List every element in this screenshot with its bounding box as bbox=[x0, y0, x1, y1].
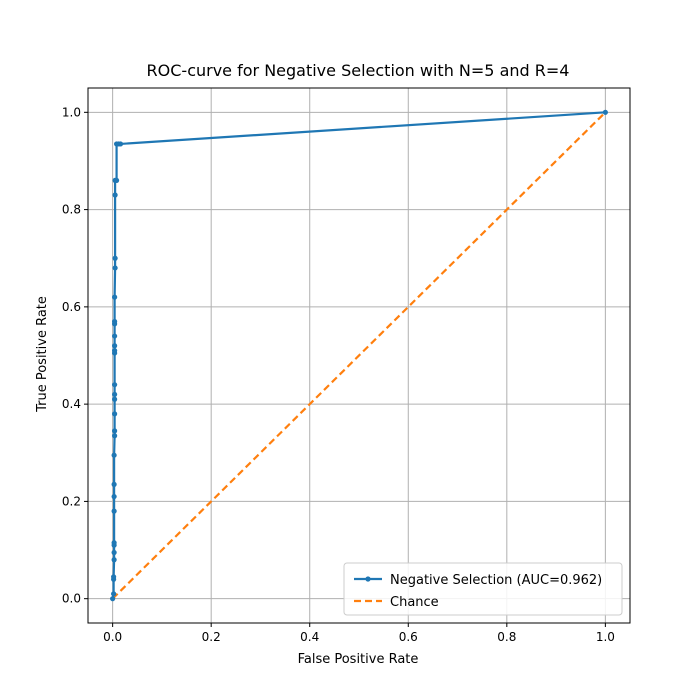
roc-point bbox=[111, 540, 117, 546]
roc-point bbox=[111, 557, 117, 563]
y-tick-label: 0.4 bbox=[62, 397, 81, 411]
roc-point bbox=[110, 596, 116, 602]
y-tick-label: 0.8 bbox=[62, 203, 81, 217]
grid-layer bbox=[88, 88, 630, 623]
roc-point bbox=[111, 591, 117, 597]
x-tick-label: 0.6 bbox=[399, 630, 418, 644]
roc-point bbox=[112, 348, 118, 354]
y-tick-label: 0.2 bbox=[62, 494, 81, 508]
roc-point bbox=[113, 177, 120, 184]
x-axis-label: False Positive Rate bbox=[298, 652, 419, 667]
x-tick-label: 0.2 bbox=[202, 630, 221, 644]
x-tick-label: 0.0 bbox=[103, 630, 122, 644]
roc-point bbox=[111, 481, 117, 487]
y-tick-label: 0.0 bbox=[62, 592, 81, 606]
roc-point bbox=[602, 109, 608, 115]
roc-point bbox=[111, 493, 117, 500]
roc-point bbox=[112, 396, 118, 402]
roc-point bbox=[111, 508, 117, 514]
roc-point bbox=[112, 265, 118, 271]
chance-line bbox=[111, 111, 607, 600]
roc-point bbox=[112, 318, 118, 325]
roc-curve-line bbox=[111, 111, 606, 599]
roc-point bbox=[112, 333, 118, 339]
roc-point bbox=[111, 574, 117, 580]
roc-point bbox=[111, 452, 117, 458]
y-axis-label: True Positive Rate bbox=[35, 296, 50, 413]
legend-box bbox=[343, 562, 623, 616]
legend-label: Negative Selection (AUC=0.962) bbox=[390, 573, 602, 588]
roc-point bbox=[112, 433, 118, 439]
roc-point bbox=[112, 391, 118, 398]
roc-point bbox=[112, 294, 118, 300]
roc-point bbox=[112, 411, 118, 417]
roc-point bbox=[117, 141, 124, 147]
x-tick-label: 0.8 bbox=[497, 630, 516, 644]
roc-point bbox=[112, 382, 118, 388]
legend-marker bbox=[365, 576, 371, 582]
y-tick-label: 1.0 bbox=[62, 105, 81, 119]
series-layer bbox=[110, 109, 608, 602]
x-tick-label: 1.0 bbox=[596, 630, 615, 644]
roc-point bbox=[111, 549, 117, 556]
roc-point bbox=[112, 343, 118, 349]
roc-point bbox=[112, 428, 118, 434]
chart-title: ROC-curve for Negative Selection with N=… bbox=[147, 61, 570, 80]
legend: Negative Selection (AUC=0.962) Chance bbox=[343, 562, 623, 616]
roc-point bbox=[112, 192, 118, 198]
roc-point bbox=[112, 255, 118, 261]
y-tick-label: 0.6 bbox=[62, 300, 81, 314]
plot-frame bbox=[87, 87, 631, 624]
tick-layer: 0.0 0.2 0.4 0.6 0.8 1.0 0.0 0.2 0.4 0.6 0.8 1.0 bbox=[62, 105, 615, 644]
legend-label: Chance bbox=[390, 595, 439, 610]
x-tick-label: 0.4 bbox=[300, 630, 319, 644]
